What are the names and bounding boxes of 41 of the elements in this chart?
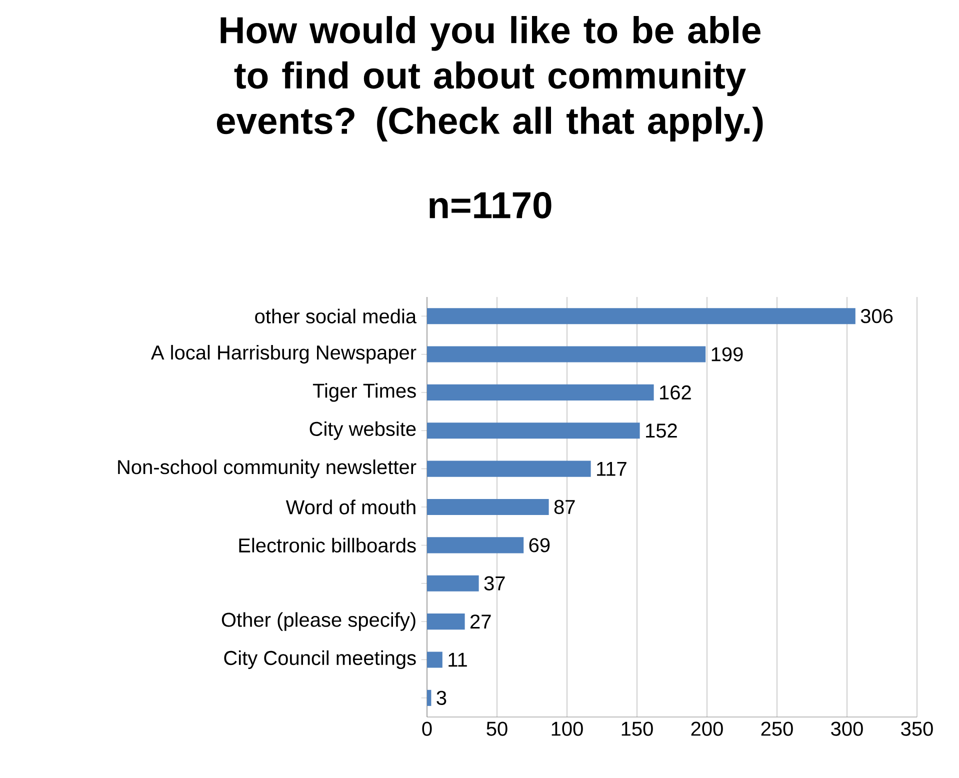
data-label: 117: [597, 462, 626, 476]
bar: [427, 346, 706, 362]
x-tick-label: 150: [622, 722, 653, 736]
bar: [427, 308, 856, 324]
data-label: 27: [470, 614, 491, 629]
bar: [427, 690, 432, 706]
y-tick-label: Word of mouth: [286, 500, 416, 514]
data-label: 306: [860, 309, 893, 324]
bar: [427, 537, 524, 554]
y-tick-label: Non-school community newsletter: [118, 460, 416, 478]
x-tick-label: 0: [422, 722, 432, 736]
data-label: 87: [554, 500, 575, 514]
bar: [427, 614, 465, 630]
x-tick-label: 300: [831, 722, 863, 736]
data-label: 37: [484, 576, 505, 590]
bar: [427, 498, 549, 516]
data-label: 3: [436, 690, 446, 705]
bar: [427, 460, 591, 477]
bar: [427, 422, 640, 439]
bar: [427, 652, 442, 668]
data-label: 11: [448, 652, 467, 667]
x-tick-label: 250: [761, 722, 793, 736]
y-tick-label: A local Harrisburg Newspaper: [150, 344, 416, 364]
y-tick-label: Other (please specify): [222, 612, 416, 631]
chart-subtitle: n=1170: [430, 192, 552, 218]
x-tick-label: 200: [691, 722, 723, 736]
data-label: 162: [660, 385, 691, 400]
x-tick-label: 100: [552, 722, 583, 736]
y-tick-label: City website: [310, 421, 416, 440]
x-tick-label: 50: [486, 722, 508, 736]
y-tick-label: Tiger Times: [312, 383, 416, 402]
bar: [427, 575, 479, 592]
data-label: 199: [712, 347, 743, 362]
chart-title: How would you like to be able to find out about community events? (Check all that apply.): [216, 16, 763, 142]
data-label: 69: [529, 538, 550, 552]
y-tick-label: Electronic billboards: [239, 538, 416, 553]
data-label: 152: [646, 424, 677, 438]
y-tick-label: City Council meetings: [224, 650, 416, 670]
bar: [427, 384, 654, 400]
y-tick-label: other social media: [255, 308, 417, 324]
x-tick-label: 350: [901, 722, 933, 736]
